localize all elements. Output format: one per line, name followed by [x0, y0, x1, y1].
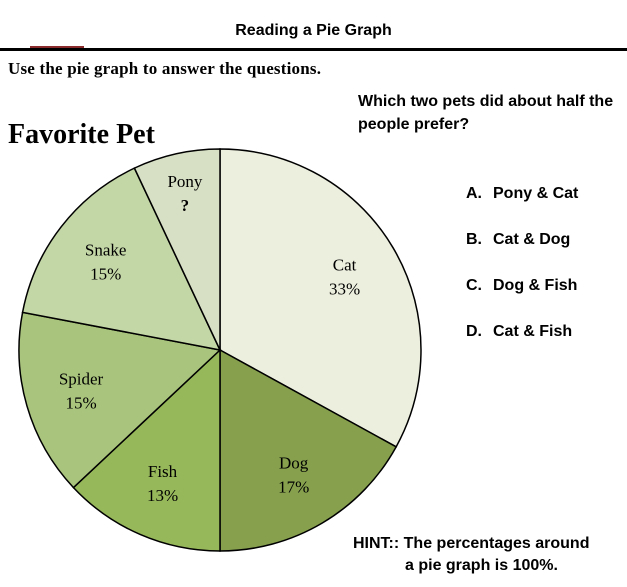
slice-value-cat: 33% — [329, 279, 360, 298]
pie-slice-fish — [72, 348, 221, 552]
choice-label: Cat & Dog — [493, 231, 571, 248]
choice-d[interactable]: D. Cat & Fish — [466, 323, 578, 369]
slice-value-pony: ? — [181, 196, 190, 215]
slice-value-fish: 13% — [147, 486, 178, 505]
choice-letter: C. — [466, 277, 482, 294]
header-accent — [30, 46, 84, 48]
choice-letter: A. — [466, 185, 482, 202]
slice-name-pony: Pony — [167, 172, 202, 191]
pie-slice-cat — [219, 148, 422, 448]
hint-line-1: HINT:: The percentages around — [353, 535, 590, 552]
instructions-text: Use the pie graph to answer the question… — [8, 59, 322, 78]
slice-name-cat: Cat — [333, 255, 357, 274]
answer-choices: A. Pony & Cat B. Cat & Dog C. Dog & Fish… — [466, 185, 578, 369]
slice-value-snake: 15% — [90, 264, 121, 283]
slice-value-dog: 17% — [278, 478, 309, 497]
choice-label: Pony & Cat — [493, 185, 579, 202]
pie-chart: Favorite Pet Cat 33% Dog 17% Fish 13% Spider 15… — [8, 119, 422, 552]
choice-a[interactable]: A. Pony & Cat — [466, 185, 578, 231]
choice-label: Cat & Fish — [493, 323, 573, 340]
choice-c[interactable]: C. Dog & Fish — [466, 277, 578, 323]
pie-slice-pony — [133, 148, 221, 351]
slice-name-fish: Fish — [148, 462, 178, 481]
choice-letter: B. — [466, 231, 482, 248]
pie-slice-dog — [219, 348, 398, 552]
choice-b[interactable]: B. Cat & Dog — [466, 231, 578, 277]
pie-slice-snake — [21, 167, 222, 352]
slice-value-spider: 15% — [65, 393, 96, 412]
hint-line-2: a pie graph is 100%. — [405, 557, 558, 574]
hint-text: HINT:: The percentages around a pie grap… — [353, 533, 623, 577]
chart-title: Favorite Pet — [8, 119, 156, 150]
choice-label: Dog & Fish — [493, 277, 578, 294]
question-text: Which two pets did about half the people… — [358, 93, 614, 133]
choice-letter: D. — [466, 323, 482, 340]
page-title: Reading a Pie Graph — [235, 22, 392, 39]
pie-slices — [18, 148, 422, 552]
slice-name-spider: Spider — [59, 369, 104, 388]
header-divider — [0, 48, 627, 51]
pie-labels: Cat 33% Dog 17% Fish 13% Spider 15% Snake 15% Pony… — [59, 172, 360, 505]
slice-name-snake: Snake — [85, 240, 127, 259]
pie-slice-spider — [18, 311, 222, 489]
slice-name-dog: Dog — [279, 454, 309, 473]
